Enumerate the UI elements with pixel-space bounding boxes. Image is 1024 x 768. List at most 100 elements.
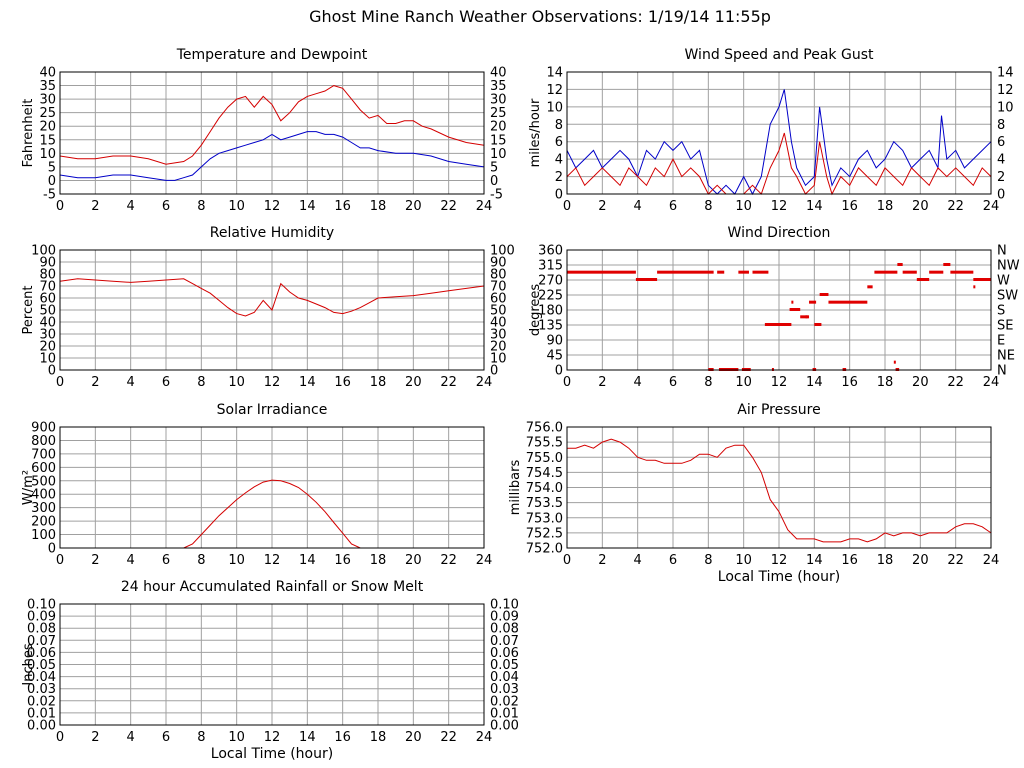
right-tick-label: 14 [997, 66, 1014, 81]
plot-border [59, 426, 485, 549]
right-tick-label: 70 [490, 280, 507, 295]
x-tick-label: 6 [162, 199, 170, 214]
direction-point [814, 323, 822, 326]
x-tick-label: 10 [735, 375, 752, 390]
y-tick-label: 5 [48, 160, 56, 175]
x-tick-label: 8 [197, 730, 205, 745]
right-tick-label: 0.02 [490, 694, 519, 709]
y-tick-label: 12 [546, 83, 563, 98]
x-tick-label: 8 [197, 199, 205, 214]
y-tick-label: 0.02 [27, 694, 56, 709]
x-tick-label: 22 [440, 730, 457, 745]
direction-point [791, 300, 794, 304]
y-tick-label: 755.5 [526, 436, 563, 451]
x-tick-label: 18 [877, 553, 894, 568]
x-tick-label: 12 [264, 553, 281, 568]
y-tick-label: 0.09 [27, 610, 56, 625]
direction-point [929, 270, 944, 274]
plot-border [566, 249, 992, 371]
direction-point [973, 285, 976, 289]
direction-point [867, 285, 873, 289]
right-tick-label: W [997, 274, 1010, 289]
x-tick-label: 6 [162, 553, 170, 568]
direction-point [902, 270, 917, 274]
x-tick-label: 20 [405, 553, 422, 568]
x-tick-label: 18 [877, 199, 894, 214]
y-tick-label: 0.01 [27, 706, 56, 721]
y-tick-label: 0 [48, 174, 56, 189]
y-tick-label: 30 [39, 93, 56, 108]
page-title: Ghost Mine Ranch Weather Observations: 1… [309, 7, 771, 26]
y-tick-label: -5 [43, 188, 56, 203]
right-tick-label: 0.08 [490, 622, 519, 637]
x-tick-label: 14 [299, 199, 316, 214]
x-tick-label: 24 [983, 553, 1000, 568]
right-tick-label: 10 [490, 147, 507, 162]
x-tick-label: 14 [806, 199, 823, 214]
y-tick-label: 10 [39, 147, 56, 162]
x-tick-label: 2 [91, 375, 99, 390]
chart-rain: 24 hour Accumulated Rainfall or Snow Mel… [21, 579, 519, 762]
x-tick-label: 20 [405, 199, 422, 214]
x-tick-label: 2 [598, 553, 606, 568]
y-tick-label: 0 [48, 364, 56, 379]
x-tick-label: 22 [440, 199, 457, 214]
x-tick-label: 6 [669, 553, 677, 568]
right-tick-label: 90 [490, 256, 507, 271]
x-tick-label: 24 [476, 375, 493, 390]
x-tick-label: 10 [228, 553, 245, 568]
direction-point [738, 270, 749, 274]
direction-point [805, 315, 808, 319]
y-tick-label: 40 [39, 316, 56, 331]
x-tick-label: 4 [127, 730, 135, 745]
y-axis-label: Fahrenheit [21, 99, 36, 168]
direction-point [897, 263, 903, 266]
x-tick-label: 10 [735, 199, 752, 214]
series-line-0 [567, 438, 992, 543]
y-tick-label: 0.05 [27, 658, 56, 673]
plot-border [59, 71, 485, 195]
x-tick-label: 14 [299, 375, 316, 390]
direction-point [973, 278, 991, 281]
x-tick-label: 6 [162, 375, 170, 390]
right-tick-label: 0.07 [490, 634, 519, 649]
y-tick-label: 0.03 [27, 682, 56, 697]
series-line-0 [59, 85, 485, 165]
y-tick-label: 6 [555, 135, 563, 150]
right-tick-label: 12 [997, 83, 1014, 98]
x-tick-label: 0 [56, 199, 64, 214]
x-tick-label: 18 [877, 375, 894, 390]
direction-point [764, 323, 792, 326]
right-tick-label: 0.01 [490, 706, 519, 721]
right-tick-label: N [997, 244, 1007, 259]
direction-point [893, 360, 896, 364]
right-tick-label: 4 [997, 153, 1005, 168]
x-tick-label: 4 [634, 199, 642, 214]
right-tick-label: 20 [490, 340, 507, 355]
y-tick-label: 753.5 [526, 496, 563, 511]
y-tick-label: 753.0 [526, 511, 563, 526]
y-tick-label: 25 [39, 106, 56, 121]
y-tick-label: 4 [555, 153, 563, 168]
y-tick-label: 14 [546, 66, 563, 81]
direction-point [657, 270, 714, 274]
series-line-1 [566, 132, 992, 196]
y-tick-label: 800 [31, 434, 56, 449]
x-tick-label: 24 [476, 730, 493, 745]
direction-point [819, 293, 829, 296]
plot-border [566, 71, 992, 195]
y-tick-label: 225 [538, 289, 563, 304]
x-tick-label: 20 [912, 553, 929, 568]
right-tick-label: 20 [490, 120, 507, 135]
x-tick-label: 20 [405, 730, 422, 745]
x-tick-label: 8 [197, 553, 205, 568]
right-tick-label: 40 [490, 316, 507, 331]
y-tick-label: 0.10 [27, 598, 56, 613]
right-tick-label: 0.00 [490, 719, 519, 734]
direction-point [943, 263, 951, 266]
y-tick-label: 752.0 [526, 542, 563, 557]
chart-title: Wind Speed and Peak Gust [685, 47, 874, 63]
y-tick-label: 80 [39, 268, 56, 283]
